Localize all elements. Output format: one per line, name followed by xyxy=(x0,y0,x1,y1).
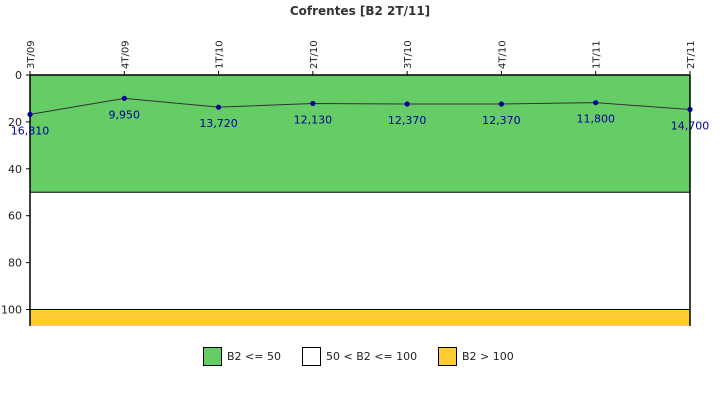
data-point-2 xyxy=(215,104,222,110)
chart-title: Cofrentes [B2 2T/11] xyxy=(289,4,431,18)
data-point-1 xyxy=(121,95,127,101)
band-2 xyxy=(30,309,690,326)
legend-item-low: B2 <= 50 xyxy=(203,345,281,367)
data-label-5: 12,370 xyxy=(482,114,521,127)
data-label-2: 13,720 xyxy=(199,117,238,130)
y-tick-label-40: 40 xyxy=(8,163,22,176)
legend-swatch-mid xyxy=(302,346,321,366)
data-label-6: 11,800 xyxy=(576,113,615,126)
legend: B2 <= 50 50 < B2 <= 100 B2 > 100 xyxy=(0,345,720,367)
data-label-4: 12,370 xyxy=(388,114,427,127)
series-line-0 xyxy=(29,97,691,115)
band-0 xyxy=(30,75,690,193)
legend-label-high: B2 > 100 xyxy=(462,349,514,363)
x-tick-label-0: 3T/09 xyxy=(26,40,37,69)
plot-area: 0 20 40 60 80 100 3T/09 4T/09 1T/10 2T/10 3T/10 4T/… xyxy=(1,40,710,326)
x-tick-label-4: 3T/10 xyxy=(403,40,414,69)
data-point-6 xyxy=(593,100,599,106)
y-tick-label-20: 20 xyxy=(8,116,22,129)
data-label-3: 12,130 xyxy=(294,113,333,126)
data-point-5 xyxy=(498,101,505,107)
x-tick-label-7: 2T/11 xyxy=(686,40,697,69)
y-tick-label-80: 80 xyxy=(8,257,22,270)
x-tick-label-6: 1T/11 xyxy=(592,40,603,69)
data-point-7 xyxy=(687,106,693,113)
y-tick-label-60: 60 xyxy=(8,210,22,223)
x-tick-label-3: 2T/10 xyxy=(309,40,320,69)
legend-item-mid: 50 < B2 <= 100 xyxy=(302,345,417,367)
band-1 xyxy=(30,192,690,310)
data-point-3 xyxy=(310,100,316,107)
data-label-1: 9,950 xyxy=(109,108,141,121)
legend-swatch-low xyxy=(203,346,222,366)
legend-label-low: B2 <= 50 xyxy=(227,349,281,363)
legend-label-mid: 50 < B2 <= 100 xyxy=(326,349,418,363)
data-point-0 xyxy=(27,111,33,118)
y-tick-label-100: 100 xyxy=(1,304,22,317)
data-point-4 xyxy=(404,101,410,107)
data-label-7: 14,700 xyxy=(671,119,710,132)
x-tick-label-1: 4T/09 xyxy=(120,40,131,69)
x-tick-label-5: 4T/10 xyxy=(497,40,508,69)
y-tick-label-0: 0 xyxy=(15,69,22,82)
legend-swatch-high xyxy=(438,346,457,366)
x-tick-label-2: 1T/10 xyxy=(215,40,226,69)
data-label-0: 16,810 xyxy=(11,124,50,137)
legend-item-high: B2 > 100 xyxy=(438,345,514,367)
